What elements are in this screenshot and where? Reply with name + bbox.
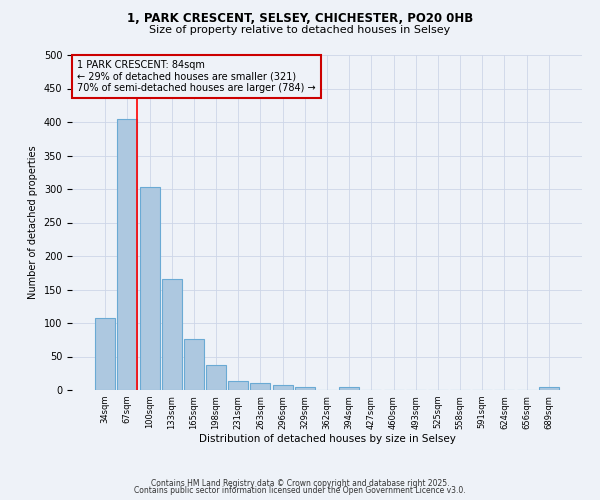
Text: 1 PARK CRESCENT: 84sqm
← 29% of detached houses are smaller (321)
70% of semi-de: 1 PARK CRESCENT: 84sqm ← 29% of detached…	[77, 60, 316, 93]
Y-axis label: Number of detached properties: Number of detached properties	[28, 146, 38, 300]
Bar	[250, 384, 271, 390]
Bar	[339, 386, 359, 390]
Bar	[295, 386, 315, 390]
Bar	[228, 382, 248, 390]
X-axis label: Distribution of detached houses by size in Selsey: Distribution of detached houses by size …	[199, 434, 455, 444]
Text: Contains HM Land Registry data © Crown copyright and database right 2025.: Contains HM Land Registry data © Crown c…	[151, 478, 449, 488]
Text: 1, PARK CRESCENT, SELSEY, CHICHESTER, PO20 0HB: 1, PARK CRESCENT, SELSEY, CHICHESTER, PO…	[127, 12, 473, 26]
Text: Size of property relative to detached houses in Selsey: Size of property relative to detached ho…	[149, 25, 451, 35]
Bar	[272, 386, 293, 390]
Bar	[95, 318, 115, 390]
Bar	[118, 118, 137, 390]
Bar	[140, 187, 160, 390]
Bar	[184, 339, 204, 390]
Text: Contains public sector information licensed under the Open Government Licence v3: Contains public sector information licen…	[134, 486, 466, 495]
Bar	[162, 280, 182, 390]
Bar	[539, 386, 559, 390]
Bar	[206, 364, 226, 390]
